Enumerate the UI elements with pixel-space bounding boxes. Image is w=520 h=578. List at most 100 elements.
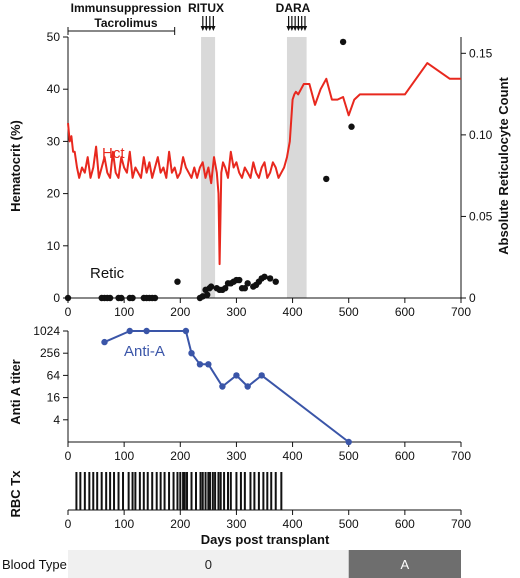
ritux-dose-arrows: [200, 16, 216, 31]
titer-tick-label: 16: [47, 391, 61, 405]
titer-tick-label: 256: [40, 346, 60, 360]
reticulocyte-tick-label: 0.15: [469, 46, 493, 60]
bottom-x-tick-label: 300: [226, 517, 246, 531]
dara-dose-arrows: [286, 16, 308, 31]
blood-type-segment-label: 0: [205, 557, 212, 572]
hematocrit-axis-label: Hematocrit (%): [8, 120, 23, 212]
top-x-tick-label: 400: [283, 305, 303, 319]
reticulocyte-tick-label: 0: [469, 291, 476, 305]
reticulocyte-tick-label: 0.10: [469, 128, 493, 142]
middle-x-tick-label: 700: [451, 449, 471, 463]
bottom-panel-ticks: 0 100 200 300 400 500 600 700: [65, 510, 471, 531]
ritux-label: RITUX: [188, 1, 224, 15]
anti-a-point: [196, 361, 204, 368]
reticulocyte-tick-label: 0.05: [469, 209, 493, 223]
titer-axis-label: Anti A titer: [8, 359, 23, 424]
immunosuppression-label: Immunsuppression: [71, 1, 182, 15]
retic-point: [323, 175, 330, 183]
anti-a-point: [188, 350, 195, 357]
titer-tick-label: 1024: [33, 324, 60, 338]
retic-series-label: Retic: [90, 265, 125, 282]
hematocrit-tick-label: 50: [47, 30, 61, 44]
titer-tick-label: 4: [53, 413, 60, 427]
anti-a-point: [205, 361, 212, 368]
anti-a-point: [182, 327, 190, 335]
blood-type-segment: [68, 550, 349, 578]
dara-arrow-head: [296, 26, 301, 31]
ritux-arrow-head: [204, 26, 209, 31]
retic-point: [151, 294, 159, 302]
hematocrit-tick-label: 0: [53, 291, 60, 305]
retic-point: [236, 276, 243, 284]
dara-arrow-head: [302, 26, 308, 31]
blood-type-label: Blood Type: [2, 557, 67, 572]
blood-type-segment-label: A: [401, 557, 410, 572]
retic-point: [241, 285, 249, 292]
middle-x-tick-label: 600: [395, 449, 415, 463]
hematocrit-tick-label: 40: [47, 82, 61, 96]
dara-shaded-band: [286, 37, 307, 298]
top-panel-series: [64, 38, 461, 302]
middle-x-tick-label: 300: [226, 449, 246, 463]
bottom-x-tick-label: 600: [395, 517, 415, 531]
anti-a-point: [219, 383, 226, 390]
bottom-x-tick-label: 400: [283, 517, 303, 531]
anti-a-point: [244, 383, 251, 390]
retic-point: [204, 291, 211, 298]
tacrolimus-label: Tacrolimus: [94, 16, 157, 30]
retic-point: [244, 280, 251, 287]
bottom-x-tick-label: 200: [170, 517, 190, 531]
dara-arrow-head: [292, 26, 298, 31]
x-axis-label: Days post transplant: [201, 532, 330, 547]
retic-point: [266, 275, 274, 282]
hct-line: [67, 62, 461, 266]
ritux-arrow-head: [207, 26, 213, 31]
anti-a-point: [126, 327, 133, 335]
anti-a-point: [143, 327, 150, 335]
blood-type-segment: [348, 550, 461, 578]
retic-point: [339, 38, 347, 46]
retic-point: [261, 273, 268, 280]
retic-point: [118, 294, 125, 302]
middle-x-tick-label: 0: [65, 449, 72, 463]
ritux-arrow-head: [211, 26, 216, 31]
hct-series-label: Hct: [102, 145, 125, 162]
middle-x-tick-label: 200: [170, 449, 190, 463]
bottom-x-tick-label: 700: [451, 517, 471, 531]
anti-a-point: [258, 372, 265, 379]
top-x-tick-label: 300: [226, 305, 246, 319]
anti-a-point: [345, 438, 352, 446]
retic-point: [207, 283, 215, 290]
dara-arrow-head: [289, 26, 295, 31]
dara-arrow-head: [299, 26, 304, 31]
top-x-tick-label: 500: [339, 305, 359, 319]
hematocrit-tick-label: 30: [47, 134, 61, 148]
retic-point: [348, 123, 355, 130]
retic-point: [129, 294, 136, 302]
antia-series-label: Anti-A: [124, 343, 165, 360]
titer-tick-label: 64: [47, 368, 61, 382]
retic-point: [106, 294, 114, 302]
bottom-x-tick-label: 100: [114, 517, 134, 531]
middle-x-tick-label: 500: [339, 449, 359, 463]
dara-label: DARA: [276, 1, 311, 15]
top-x-tick-label: 100: [114, 305, 134, 319]
bottom-x-tick-label: 500: [339, 517, 359, 531]
bottom-x-tick-label: 0: [65, 517, 72, 531]
top-x-tick-label: 600: [395, 305, 415, 319]
retic-point: [64, 294, 72, 302]
anti-a-point: [101, 338, 108, 346]
reticulocyte-axis-label: Absolute Reticulocyte Count: [496, 76, 511, 254]
middle-panel-series: [101, 327, 352, 446]
anti-a-point: [233, 372, 240, 379]
rbc-tx-axis-label: RBC Tx: [8, 470, 23, 518]
hematocrit-tick-label: 20: [47, 187, 61, 201]
retic-point: [272, 278, 279, 285]
hematocrit-tick-label: 10: [47, 239, 61, 253]
top-x-tick-label: 200: [170, 305, 190, 319]
ritux-arrow-head: [200, 26, 206, 31]
retic-point: [174, 278, 181, 285]
